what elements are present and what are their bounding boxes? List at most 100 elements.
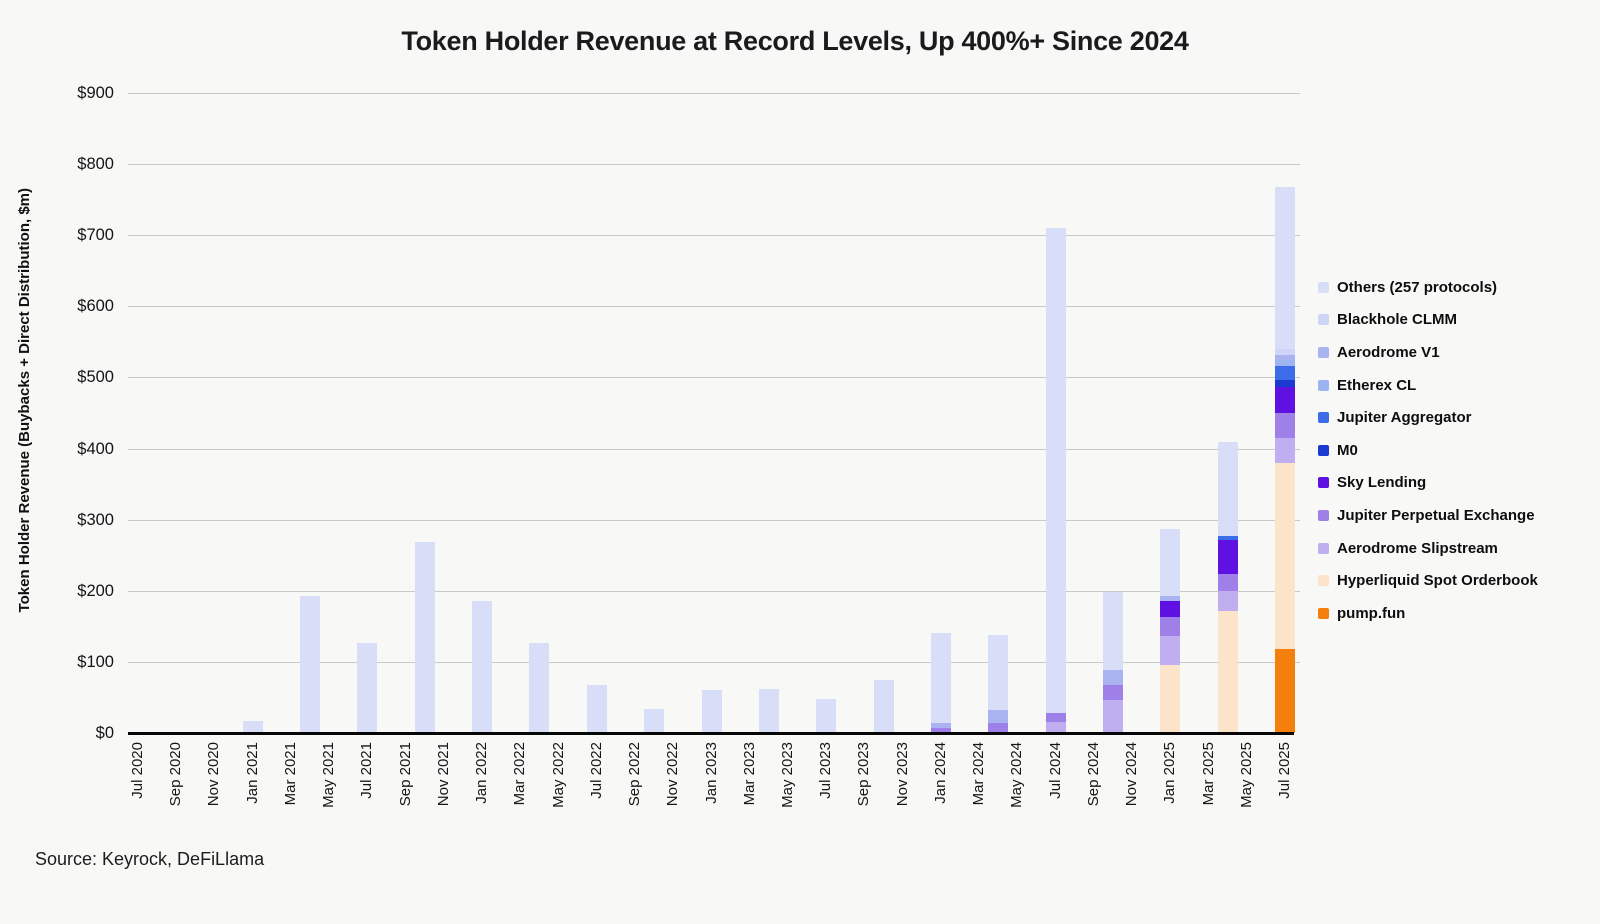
legend-label-etherex: Etherex CL: [1337, 376, 1417, 394]
legend-label-slipstream: Aerodrome Slipstream: [1337, 539, 1498, 557]
bar-segment-slipstream: [1045, 722, 1066, 733]
bar-apr-2022: [529, 642, 550, 733]
bar-segment-others: [644, 708, 665, 733]
chart-title: Token Holder Revenue at Record Levels, U…: [401, 26, 1189, 56]
y-tick-label: $900: [77, 84, 114, 102]
bar-apr-2025: [1217, 442, 1238, 733]
x-tick-label: Nov 2024: [1123, 742, 1141, 807]
bar-oct-2021: [414, 542, 435, 733]
bar-segment-others: [816, 698, 837, 733]
legend-item-jupiter_agg: Jupiter Aggregator: [1318, 401, 1538, 434]
x-tick-label: Jul 2022: [587, 742, 605, 799]
bar-apr-2023: [758, 688, 779, 733]
x-tick-label: May 2021: [320, 742, 338, 808]
legend-item-m0: M0: [1318, 434, 1538, 467]
bar-segment-perp: [1275, 413, 1295, 438]
bar-segment-aerodrome_v1: [1102, 670, 1123, 685]
x-tick-label: Mar 2024: [970, 742, 988, 806]
bar-segment-jupiter_agg: [1217, 536, 1238, 541]
x-tick-label: Sep 2020: [167, 742, 185, 807]
bar-segment-others: [529, 642, 550, 733]
bar-jan-2023: [701, 690, 722, 733]
legend-swatch-jupiter_agg: [1318, 412, 1329, 424]
x-tick-label: Sep 2024: [1084, 742, 1102, 807]
bar-segment-others: [873, 680, 894, 733]
legend-swatch-m0: [1318, 444, 1329, 456]
legend-label-perp: Jupiter Perpetual Exchange: [1337, 506, 1535, 524]
bar-segment-others: [1102, 592, 1123, 671]
bar-segment-others: [414, 542, 435, 733]
legend-item-etherex: Etherex CL: [1318, 369, 1538, 402]
legend-label-pump_fun: pump.fun: [1337, 604, 1406, 622]
bar-segment-aerodrome_v1: [1275, 354, 1295, 361]
bar-jul-2022: [586, 685, 607, 733]
y-tick-label: $500: [77, 368, 114, 387]
bar-segment-m0: [1275, 379, 1295, 388]
x-tick-label: Mar 2025: [1199, 742, 1217, 806]
legend-swatch-sky: [1318, 477, 1329, 489]
bar-segment-perp: [988, 723, 1009, 733]
x-tick-label: Jan 2025: [1161, 742, 1179, 804]
legend-item-pump_fun: pump.fun: [1318, 597, 1538, 630]
gridline-700: [128, 235, 1300, 237]
legend-label-hyperliquid: Hyperliquid Spot Orderbook: [1337, 572, 1538, 590]
bar-segment-jupiter_agg: [1275, 366, 1295, 380]
legend-item-perp: Jupiter Perpetual Exchange: [1318, 499, 1538, 532]
bar-segment-others: [701, 690, 722, 733]
bar-segment-hyperliquid: [1275, 462, 1295, 650]
bar-segment-slipstream: [1275, 437, 1295, 463]
bar-segment-aerodrome_v1: [988, 709, 1009, 724]
gridline-500: [128, 377, 1300, 379]
y-tick-label: $800: [77, 155, 114, 174]
y-axis-title-text: Token Holder Revenue (Buybacks + Direct …: [16, 187, 33, 613]
gridline-300: [128, 519, 1300, 521]
source-note: Source: Keyrock, DeFiLlama: [35, 849, 265, 869]
y-tick-label: $400: [77, 439, 114, 458]
legend-swatch-hyperliquid: [1318, 575, 1329, 587]
y-tick-label: $300: [77, 510, 114, 529]
bar-segment-others: [242, 720, 263, 733]
bar-segment-others: [357, 642, 378, 733]
bar-segment-perp: [1160, 617, 1181, 636]
legend-label-blackhole: Blackhole CLMM: [1337, 311, 1458, 329]
x-tick-label: Jul 2021: [358, 742, 376, 799]
bar-segment-perp: [1102, 684, 1123, 700]
bar-oct-2024: [1102, 592, 1123, 733]
y-tick-label: $700: [77, 226, 114, 245]
legend-swatch-etherex: [1318, 379, 1329, 391]
gridline-900: [128, 93, 1300, 94]
gridline-800: [128, 164, 1300, 166]
x-tick-label: Nov 2021: [434, 742, 452, 807]
legend-item-aerodrome_v1: Aerodrome V1: [1318, 336, 1538, 369]
legend-swatch-pump_fun: [1318, 607, 1329, 619]
x-axis-line: [128, 732, 1294, 735]
bar-apr-2024: [988, 634, 1009, 733]
bar-segment-others: [300, 596, 321, 733]
bar-segment-hyperliquid: [1160, 665, 1181, 733]
x-tick-label: Jul 2024: [1046, 742, 1064, 799]
x-tick-label: May 2024: [1008, 742, 1026, 808]
legend-label-jupiter_agg: Jupiter Aggregator: [1337, 409, 1472, 427]
x-tick-label: Jan 2022: [473, 742, 491, 804]
x-tick-label: May 2025: [1237, 742, 1255, 808]
bar-segment-blackhole: [1275, 349, 1295, 355]
bar-segment-perp: [930, 728, 951, 733]
x-tick-label: Jan 2023: [702, 742, 720, 804]
bar-segment-perp: [1045, 713, 1066, 723]
bar-segment-others: [1275, 186, 1295, 350]
bar-segment-sky: [1160, 600, 1181, 618]
x-tick-label: Nov 2023: [893, 742, 911, 807]
bar-apr-2021: [300, 596, 321, 733]
bar-segment-sky: [1217, 540, 1238, 574]
bar-jan-2025: [1160, 528, 1181, 733]
bar-oct-2022: [644, 708, 665, 733]
bar-segment-aerodrome_v1: [1160, 595, 1181, 601]
gridline-600: [128, 306, 1300, 308]
bar-segment-others: [930, 633, 951, 724]
bar-segment-aerodrome_v1: [930, 723, 951, 729]
bar-jul-2021: [357, 642, 378, 733]
bar-segment-others: [586, 685, 607, 733]
bar-jul-2025: [1275, 186, 1295, 733]
legend-item-sky: Sky Lending: [1318, 467, 1538, 500]
